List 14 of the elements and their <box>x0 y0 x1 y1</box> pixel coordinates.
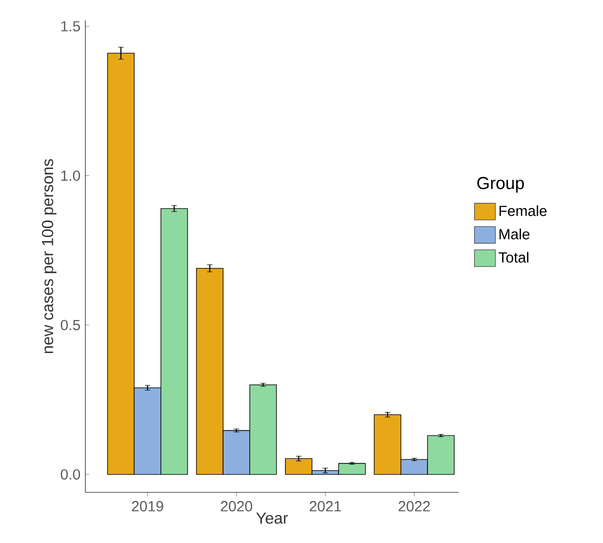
y-tick-label: 0.0 <box>60 469 80 480</box>
legend-label: Male <box>500 228 530 240</box>
legend-label: Female <box>500 205 547 216</box>
x-tick-label: 2021 <box>310 501 341 512</box>
y-tick-label: 1.5 <box>61 21 80 32</box>
x-tick-label: 2020 <box>220 501 252 512</box>
y-axis-title: new cases per 100 persons <box>42 159 56 354</box>
y-tick-label: 0.5 <box>60 320 80 330</box>
x-axis-title: Year <box>256 512 288 524</box>
y-tick-label: 1.0 <box>61 170 80 181</box>
x-tick-label: 2022 <box>398 501 430 512</box>
x-tick-label: 2019 <box>132 501 164 512</box>
legend-label: Total <box>498 252 528 263</box>
legend-title: Group <box>477 176 524 193</box>
